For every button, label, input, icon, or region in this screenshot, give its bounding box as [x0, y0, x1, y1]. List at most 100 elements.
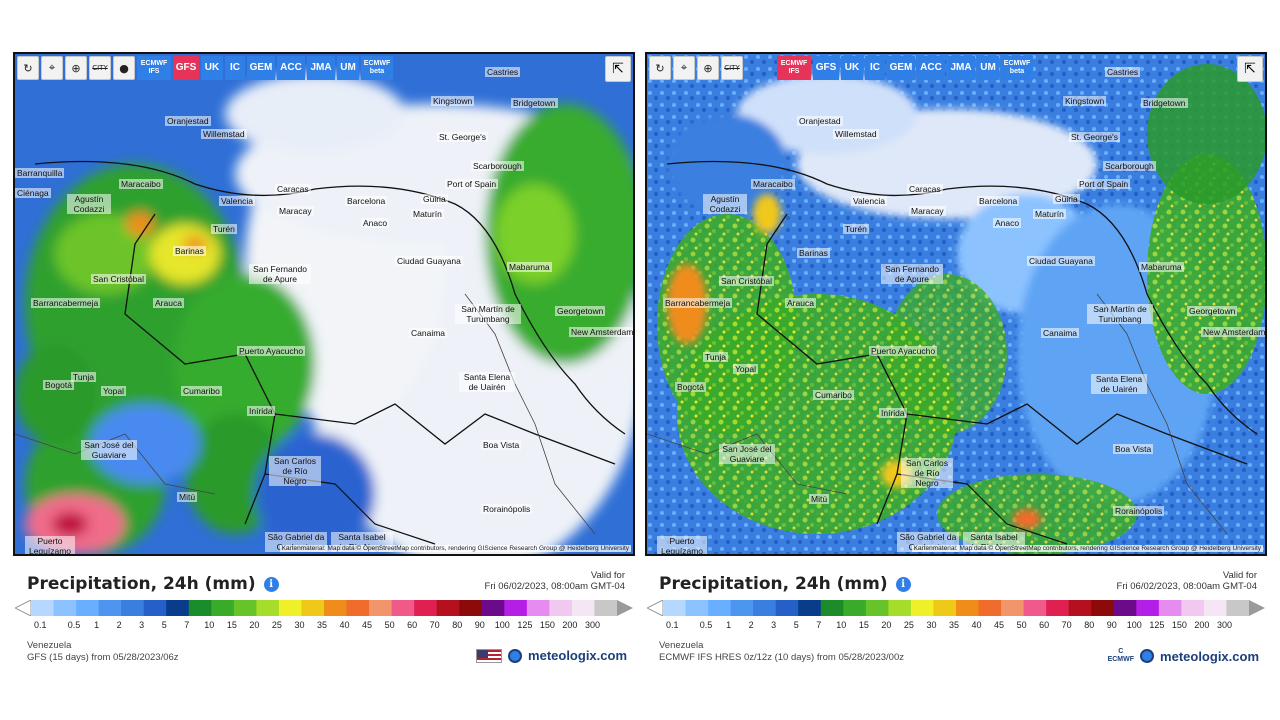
scale-arrow-right [1249, 600, 1265, 616]
precipitation-map[interactable]: ↻ ⌖ ⊕ CITY ● ECMWF IFS GFS UK IC GEM ACC… [13, 52, 635, 556]
city-label: Scarborough [471, 161, 524, 171]
ecmwf-panel: ↻ ⌖ ⊕ CITY ECMWF IFS GFS UK IC GEM ACC J… [645, 52, 1267, 670]
city-toggle-icon[interactable]: CITY [89, 56, 111, 80]
scale-swatch [346, 600, 370, 616]
model-jma-button[interactable]: JMA [307, 56, 335, 80]
scale-tick-label: 10 [204, 620, 215, 630]
model-gem-button[interactable]: GEM [247, 56, 275, 80]
city-label: Ciénaga [15, 188, 51, 198]
scale-labels: 0.1 0.5 1 2 3 5 7 10 15 20 25 30 35 40 45 50 60 70 80 90 100… [645, 620, 1263, 632]
run-info: Venezuela GFS (15 days) from 05/28/2023/… [27, 640, 179, 664]
share-icon[interactable]: ⇱ [1237, 56, 1263, 82]
valid-label: Valid for [1222, 570, 1257, 581]
dot-icon[interactable]: ● [113, 56, 135, 80]
info-icon[interactable]: i [263, 576, 279, 592]
model-ecmwf-beta-button[interactable]: ECMWF beta [361, 56, 393, 80]
city-label: Maturín [1033, 209, 1066, 219]
reload-icon[interactable]: ↻ [649, 56, 671, 80]
model-ecmwf-beta-button[interactable]: ECMWF beta [1001, 56, 1033, 80]
model-ecmwf-ifs-button[interactable]: ECMWF IFS [777, 56, 811, 80]
city-label: Boa Vista [1113, 444, 1154, 454]
model-um-button[interactable]: UM [337, 56, 359, 80]
model-uk-button[interactable]: UK [841, 56, 863, 80]
color-scale [647, 600, 1265, 616]
city-label: St. George's [1069, 132, 1120, 142]
gfs-panel: ↻ ⌖ ⊕ CITY ● ECMWF IFS GFS UK IC GEM ACC… [13, 52, 635, 670]
scale-tick-label: 300 [1216, 620, 1232, 630]
city-label: Ciudad Guayana [1027, 256, 1095, 266]
city-label: Maturín [411, 209, 444, 219]
share-icon[interactable]: ⇱ [605, 56, 631, 82]
brand[interactable]: C ECMWF meteologix.com [1108, 648, 1259, 664]
reload-icon[interactable]: ↻ [17, 56, 39, 80]
ecmwf-logo-icon: C ECMWF [1107, 648, 1135, 663]
scale-tick-label: 7 [184, 620, 190, 630]
scale-tick-label: 1 [94, 620, 100, 630]
scale-tick-label: 35 [316, 620, 328, 630]
model-um-button[interactable]: UM [977, 56, 999, 80]
valid-time: Valid for Fri 06/02/2023, 08:00am GMT-04 [1117, 570, 1257, 592]
brand[interactable]: meteologix.com [476, 648, 627, 663]
city-label: Barinas [173, 246, 206, 256]
scale-tick-label: 150 [1171, 620, 1187, 630]
scale-tick-label: 100 [1126, 620, 1142, 630]
scale-swatch [436, 600, 460, 616]
model-run-label: GFS (15 days) from 05/28/2023/06z [27, 652, 179, 663]
scale-tick-label: 45 [994, 620, 1005, 630]
city-label: Canaima [1041, 328, 1080, 338]
scale-swatch [143, 600, 167, 616]
zoom-icon[interactable]: ⊕ [65, 56, 87, 80]
scale-swatch [865, 600, 889, 616]
location-pin-icon[interactable]: ⌖ [41, 56, 63, 80]
model-gfs-button[interactable]: GFS [173, 56, 199, 80]
scale-swatch [1181, 600, 1205, 616]
scale-tick-label: 45 [362, 620, 373, 630]
model-jma-button[interactable]: JMA [947, 56, 975, 80]
scale-swatch [301, 600, 325, 616]
map-attribution: Kartenmaterial: Map data © OpenStreetMap… [279, 545, 631, 552]
info-icon[interactable]: i [895, 576, 911, 592]
city-label: Kingstown [431, 96, 475, 106]
scale-tick-label: 20 [881, 620, 892, 630]
city-label: Georgetown [555, 306, 606, 316]
city-label: Canaima [409, 328, 448, 338]
scale-tick-label: 15 [858, 620, 869, 630]
model-ic-button[interactable]: IC [225, 56, 245, 80]
scale-tick-label: 40 [339, 620, 350, 630]
model-uk-button[interactable]: UK [201, 56, 223, 80]
valid-datetime: Fri 06/02/2023, 08:00am GMT-04 [484, 581, 625, 592]
scale-tick-label: 150 [539, 620, 555, 630]
city-label: Rorainópolis [1113, 506, 1165, 516]
model-ic-button[interactable]: IC [865, 56, 885, 80]
city-label: Tunja [703, 352, 728, 362]
scale-swatch [1068, 600, 1092, 616]
zoom-icon[interactable]: ⊕ [697, 56, 719, 80]
model-gfs-button[interactable]: GFS [813, 56, 839, 80]
city-label: Oranjestad [797, 116, 843, 126]
scale-swatch [369, 600, 393, 616]
city-label: Barcelona [977, 196, 1020, 206]
city-label: Rorainópolis [481, 504, 533, 514]
location-pin-icon[interactable]: ⌖ [673, 56, 695, 80]
model-acc-button[interactable]: ACC [277, 56, 305, 80]
city-label: Inírida [247, 406, 275, 416]
scale-tick-label: 2 [748, 620, 754, 630]
scale-swatch [730, 600, 754, 616]
scale-tick-label: 50 [1016, 620, 1027, 630]
scale-swatch [1046, 600, 1070, 616]
region-label: Venezuela [27, 640, 72, 651]
precipitation-map[interactable]: ↻ ⌖ ⊕ CITY ECMWF IFS GFS UK IC GEM ACC J… [645, 52, 1267, 556]
city-label: Ciudad Guayana [395, 256, 463, 266]
scale-swatch [1158, 600, 1182, 616]
scale-tick-label: 90 [474, 620, 485, 630]
scale-swatch [798, 600, 822, 616]
model-ecmwf-ifs-button[interactable]: ECMWF IFS [137, 56, 171, 80]
map-canvas [647, 54, 1265, 554]
model-acc-button[interactable]: ACC [917, 56, 945, 80]
scale-swatch [1136, 600, 1160, 616]
city-label: San Carlos de Río Negro [269, 456, 321, 486]
model-gem-button[interactable]: GEM [887, 56, 915, 80]
city-label: Puerto Ayacucho [237, 346, 306, 356]
city-toggle-icon[interactable]: CITY [721, 56, 743, 80]
city-label: Port of Spain [1077, 179, 1131, 189]
